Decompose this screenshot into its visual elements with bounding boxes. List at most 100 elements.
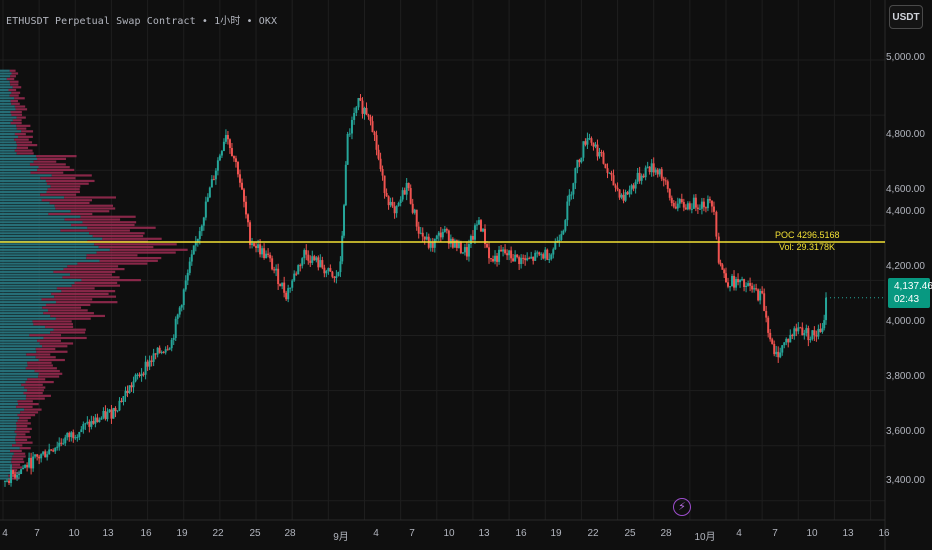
volume-profile-bar-buy	[0, 72, 12, 75]
candle-body	[196, 238, 199, 242]
volume-profile-bar-buy	[0, 281, 75, 284]
candle-body	[552, 249, 555, 255]
candle-body	[704, 207, 707, 209]
candle-body	[387, 196, 390, 206]
volume-profile-bar-sell	[23, 391, 43, 395]
candle-body	[670, 197, 673, 204]
candle-body	[238, 174, 241, 183]
price-label: 4,800.00	[886, 129, 925, 140]
volume-profile-bar-sell	[36, 350, 68, 353]
lightning-icon[interactable]: ⚡	[673, 498, 691, 516]
candle-body	[321, 260, 324, 268]
volume-profile-bar-sell	[16, 124, 31, 127]
candle-body	[674, 206, 677, 209]
price-label: 5,000.00	[886, 52, 925, 63]
candle-body	[620, 194, 623, 198]
candle-body	[327, 268, 330, 272]
volume-profile-bar-buy	[0, 229, 61, 232]
volume-profile-bar-buy	[0, 295, 55, 298]
candle-body	[654, 169, 657, 173]
candle-body	[230, 147, 233, 157]
candle-body	[277, 268, 280, 285]
volume-profile-bar-sell	[99, 259, 158, 262]
candle-body	[48, 449, 51, 455]
volume-profile-bar-sell	[50, 185, 81, 188]
volume-profile-bar-sell	[16, 422, 31, 425]
symbol-title: ETHUSDT Perpetual Swap Contract • 1小时 • …	[6, 16, 278, 27]
candle-body	[678, 199, 681, 204]
candle-body	[765, 310, 768, 318]
volume-profile-bar-buy	[0, 152, 17, 155]
candle-body	[494, 255, 497, 262]
volume-profile-bar-buy	[0, 265, 68, 268]
volume-profile-bar-sell	[19, 447, 31, 450]
volume-profile-bar-buy	[0, 314, 51, 318]
candle-body	[544, 249, 547, 259]
volume-profile-bar-sell	[12, 455, 26, 458]
candle-body	[431, 242, 434, 248]
candle-body	[524, 258, 527, 261]
candle-body	[453, 240, 456, 248]
date-label: 16	[878, 528, 890, 539]
volume-profile-bar-sell	[17, 400, 33, 403]
volume-profile-bar-buy	[0, 353, 27, 356]
volume-profile-bar-sell	[46, 190, 80, 194]
candle-body	[630, 185, 633, 190]
volume-profile-bar-sell	[24, 408, 42, 411]
candle-body	[389, 201, 392, 206]
candle-body	[301, 258, 304, 266]
candle-body	[785, 338, 788, 343]
volume-profile-bar-buy	[0, 430, 15, 433]
volume-profile-bar-buy	[0, 306, 43, 309]
volume-profile-bar-buy	[0, 177, 41, 180]
candle-body	[114, 407, 117, 412]
candle-body	[42, 451, 45, 455]
candle-body	[194, 241, 197, 246]
candle-body	[391, 201, 394, 207]
candle-body	[791, 334, 794, 337]
volume-profile-bar-buy	[0, 444, 13, 447]
candle-body	[530, 256, 533, 259]
candle-body	[126, 390, 129, 394]
candle-body	[739, 279, 742, 283]
candle-body	[658, 169, 661, 175]
candle-body	[212, 179, 215, 181]
volume-profile-bar-sell	[55, 317, 91, 320]
candle-body	[508, 250, 511, 256]
volume-profile-bar-sell	[86, 254, 138, 257]
volume-profile-bar-buy	[0, 471, 12, 475]
volume-profile-bar-buy	[0, 449, 11, 453]
candle-body	[773, 343, 776, 355]
volume-profile-bar-buy	[0, 336, 44, 340]
candle-body	[106, 412, 109, 420]
candle-body	[743, 279, 746, 287]
candle-body	[16, 475, 19, 478]
date-label: 25	[624, 528, 636, 539]
volume-profile-bar-buy	[0, 477, 11, 480]
volume-profile-bar-sell	[11, 460, 25, 464]
candle-body	[662, 178, 665, 181]
candle-body	[28, 457, 31, 468]
volume-profile-bar-sell	[51, 174, 92, 177]
candle-body	[532, 256, 535, 261]
volume-profile-bar-buy	[0, 463, 13, 466]
candle-body	[337, 272, 340, 276]
volume-profile-bar-sell	[109, 248, 188, 251]
volume-profile-bar-sell	[19, 416, 31, 419]
volume-profile-bar-buy	[0, 414, 18, 417]
volume-profile-bar-sell	[74, 281, 118, 284]
currency-button[interactable]: USDT	[889, 5, 923, 29]
volume-profile-bar-buy	[0, 110, 11, 114]
candle-body	[682, 202, 685, 208]
candle-body	[249, 222, 252, 245]
candle-body	[202, 217, 205, 226]
candle-body	[214, 170, 217, 180]
candle-body	[471, 236, 474, 240]
volume-profile-bar-sell	[13, 452, 26, 455]
candle-body	[819, 328, 822, 332]
candle-body	[232, 156, 235, 159]
candle-body	[477, 220, 480, 225]
volume-profile-bar-sell	[40, 177, 76, 180]
